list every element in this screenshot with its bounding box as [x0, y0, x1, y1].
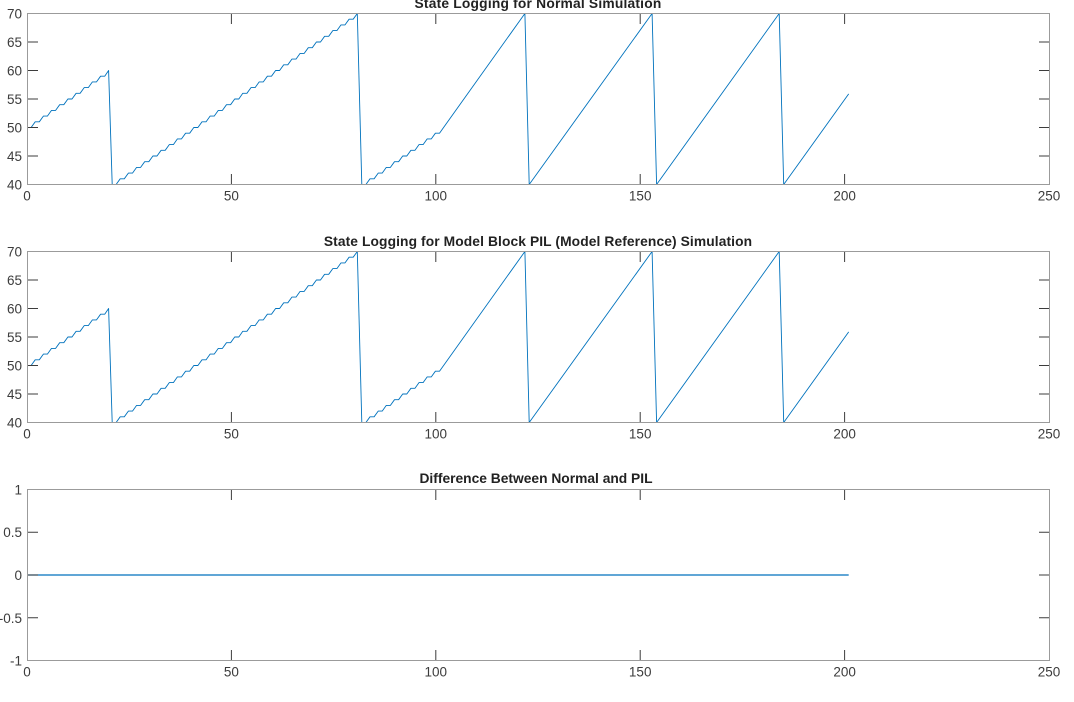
svg-text:State Logging for Normal Simul: State Logging for Normal Simulation [415, 0, 662, 11]
svg-text:200: 200 [833, 665, 856, 680]
svg-text:45: 45 [7, 387, 22, 402]
svg-text:70: 70 [7, 245, 22, 260]
svg-text:0: 0 [23, 189, 31, 204]
svg-text:-1: -1 [10, 654, 22, 669]
svg-text:State Logging for Model Block: State Logging for Model Block PIL (Model… [324, 234, 752, 249]
svg-text:0: 0 [14, 568, 22, 583]
svg-text:65: 65 [7, 35, 22, 50]
svg-text:65: 65 [7, 273, 22, 288]
svg-text:55: 55 [7, 330, 22, 345]
svg-text:50: 50 [224, 665, 239, 680]
svg-text:Difference Between Normal and: Difference Between Normal and PIL [419, 471, 652, 486]
svg-text:50: 50 [7, 359, 22, 374]
svg-text:70: 70 [7, 7, 22, 22]
svg-text:55: 55 [7, 92, 22, 107]
svg-text:150: 150 [629, 189, 652, 204]
svg-text:50: 50 [7, 121, 22, 136]
svg-text:40: 40 [7, 416, 22, 431]
svg-text:60: 60 [7, 64, 22, 79]
svg-text:150: 150 [629, 665, 652, 680]
svg-text:100: 100 [425, 665, 448, 680]
svg-text:0: 0 [23, 665, 31, 680]
svg-text:1: 1 [14, 483, 22, 498]
svg-text:50: 50 [224, 189, 239, 204]
svg-text:250: 250 [1038, 665, 1061, 680]
svg-text:150: 150 [629, 427, 652, 442]
svg-text:100: 100 [425, 189, 448, 204]
svg-text:250: 250 [1038, 189, 1061, 204]
svg-text:100: 100 [425, 427, 448, 442]
svg-text:0: 0 [23, 427, 31, 442]
svg-text:250: 250 [1038, 427, 1061, 442]
svg-text:200: 200 [833, 189, 856, 204]
svg-text:0.5: 0.5 [3, 525, 22, 540]
svg-text:200: 200 [833, 427, 856, 442]
svg-text:40: 40 [7, 178, 22, 193]
svg-text:45: 45 [7, 149, 22, 164]
svg-text:60: 60 [7, 302, 22, 317]
svg-text:-0.5: -0.5 [0, 611, 22, 626]
svg-text:50: 50 [224, 427, 239, 442]
